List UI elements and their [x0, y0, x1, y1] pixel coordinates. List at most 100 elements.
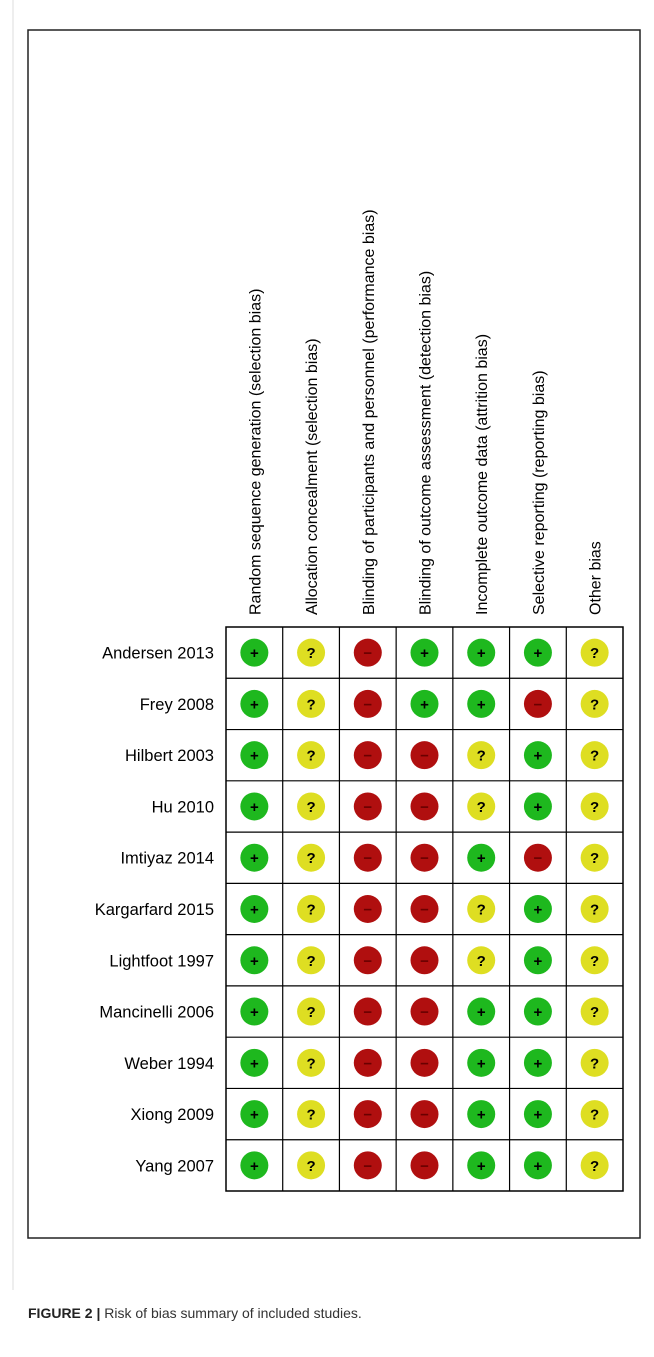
judgement-symbol: +	[250, 1107, 259, 1124]
judgement-symbol: −	[534, 850, 543, 867]
figure-frame	[27, 29, 641, 1239]
judgement-symbol: +	[534, 1055, 543, 1072]
judgement-symbol: ?	[590, 799, 599, 816]
judgement-symbol: +	[534, 953, 543, 970]
judgement-dot	[523, 843, 552, 872]
judgement-symbol: +	[477, 1004, 486, 1021]
judgement-dot	[467, 843, 496, 872]
judgement-dot	[467, 997, 496, 1026]
judgement-dot	[240, 741, 269, 770]
judgement-symbol: +	[534, 748, 543, 765]
judgement-symbol: −	[363, 645, 372, 662]
judgement-symbol: ?	[306, 850, 315, 867]
caption: FIGURE 2 | Risk of bias summary of inclu…	[28, 1305, 362, 1321]
judgement-symbol: +	[250, 748, 259, 765]
judgement-dot	[580, 843, 609, 872]
judgement-dot	[523, 997, 552, 1026]
judgement-symbol: −	[363, 850, 372, 867]
judgement-symbol: ?	[590, 1004, 599, 1021]
study-label: Frey 2008	[140, 696, 214, 714]
judgement-dot	[353, 1100, 382, 1129]
judgement-symbol: −	[420, 953, 429, 970]
judgement-dot	[410, 843, 439, 872]
judgement-symbol: +	[250, 902, 259, 919]
judgement-symbol: +	[477, 1055, 486, 1072]
judgement-dot	[410, 689, 439, 718]
judgement-symbol: −	[363, 799, 372, 816]
judgement-dot	[353, 741, 382, 770]
judgement-dot	[240, 1100, 269, 1129]
judgement-dot	[580, 741, 609, 770]
judgement-symbol: ?	[590, 902, 599, 919]
judgement-symbol: +	[250, 1158, 259, 1175]
judgement-dot	[580, 1151, 609, 1180]
judgement-symbol: −	[420, 902, 429, 919]
study-label: Yang 2007	[135, 1157, 214, 1175]
judgement-dot	[523, 792, 552, 821]
study-label: Kargarfard 2015	[95, 901, 214, 919]
judgement-dot	[353, 1048, 382, 1077]
domain-label: Blinding of outcome assessment (detectio…	[418, 271, 435, 615]
judgement-dot	[240, 1048, 269, 1077]
judgement-dot	[410, 997, 439, 1026]
judgement-dot	[240, 843, 269, 872]
judgement-dot	[467, 946, 496, 975]
judgement-dot	[353, 997, 382, 1026]
judgement-dot	[467, 1048, 496, 1077]
judgement-symbol: ?	[590, 696, 599, 713]
caption-label: FIGURE 2 |	[28, 1305, 101, 1321]
judgement-symbol: −	[363, 1055, 372, 1072]
judgement-dot	[297, 741, 326, 770]
caption-text: Risk of bias summary of included studies…	[104, 1305, 362, 1321]
judgement-dot	[410, 792, 439, 821]
judgement-symbol: −	[363, 953, 372, 970]
domain-label: Incomplete outcome data (attrition bias)	[474, 334, 491, 615]
judgement-dot	[467, 689, 496, 718]
judgement-symbol: ?	[590, 953, 599, 970]
judgement-symbol: ?	[306, 1004, 315, 1021]
judgement-symbol: −	[420, 748, 429, 765]
judgement-symbol: +	[250, 850, 259, 867]
judgement-symbol: −	[363, 696, 372, 713]
study-label: Xiong 2009	[131, 1106, 215, 1124]
judgement-dot	[580, 638, 609, 667]
judgement-symbol: −	[420, 1107, 429, 1124]
judgement-symbol: +	[250, 799, 259, 816]
judgement-symbol: −	[420, 1158, 429, 1175]
judgement-dot	[353, 843, 382, 872]
judgement-dot	[523, 946, 552, 975]
judgement-symbol: +	[420, 696, 429, 713]
judgement-dot	[410, 741, 439, 770]
judgement-symbol: +	[250, 696, 259, 713]
judgement-symbol: ?	[306, 645, 315, 662]
judgement-dot	[297, 843, 326, 872]
judgement-symbol: +	[420, 645, 429, 662]
judgement-dot	[467, 638, 496, 667]
judgement-dot	[523, 1151, 552, 1180]
judgement-symbol: +	[250, 1055, 259, 1072]
judgement-symbol: ?	[590, 1107, 599, 1124]
judgement-dot	[523, 895, 552, 923]
judgement-dot	[410, 1048, 439, 1077]
judgement-symbol: +	[534, 1158, 543, 1175]
judgement-symbol: −	[363, 1004, 372, 1021]
judgement-dot	[580, 946, 609, 975]
judgement-symbol: ?	[306, 748, 315, 765]
judgement-symbol: +	[477, 645, 486, 662]
judgement-dot	[353, 689, 382, 718]
judgement-symbol: ?	[306, 799, 315, 816]
judgement-dot	[580, 1048, 609, 1077]
judgement-dot	[523, 1048, 552, 1077]
judgement-dot	[580, 895, 609, 923]
judgement-symbol: +	[534, 902, 543, 919]
judgement-dot	[410, 638, 439, 667]
domain-label: Other bias	[588, 541, 605, 615]
domain-label: Blinding of participants and personnel (…	[361, 209, 378, 615]
study-label: Lightfoot 1997	[109, 952, 214, 970]
judgement-symbol: ?	[306, 1107, 315, 1124]
judgement-symbol: ?	[306, 953, 315, 970]
judgement-dot	[240, 638, 269, 667]
judgement-symbol: ?	[590, 850, 599, 867]
judgement-dot	[580, 689, 609, 718]
